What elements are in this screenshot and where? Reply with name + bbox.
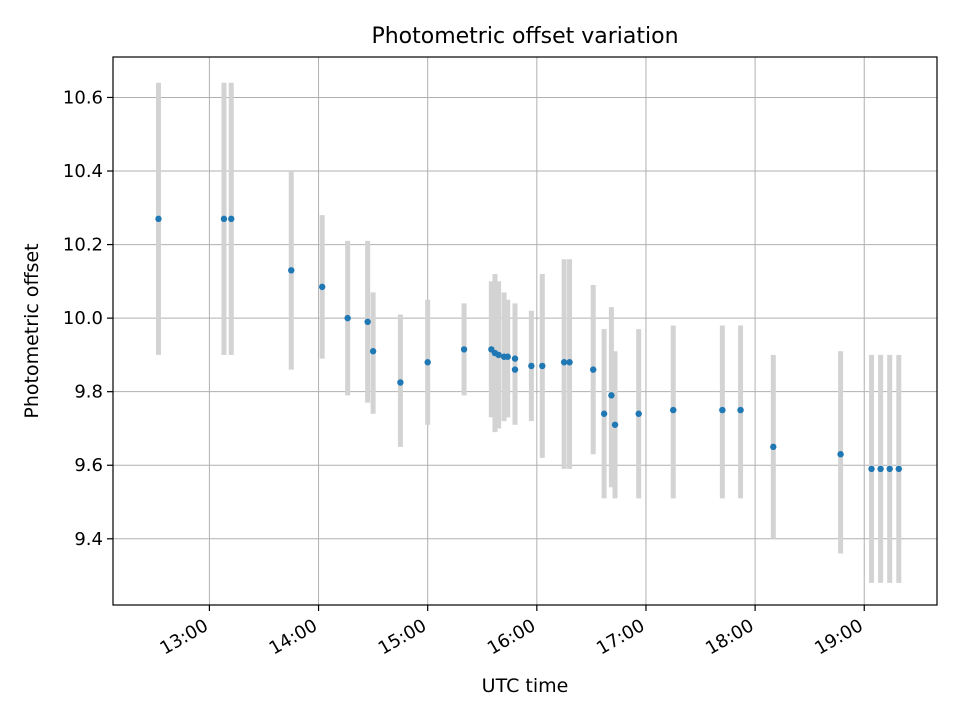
y-tick-label: 9.6: [74, 455, 103, 476]
data-point: [895, 465, 903, 473]
plot-area: [112, 56, 938, 606]
data-point: [877, 465, 884, 473]
data-point: [837, 451, 844, 458]
data-point: [608, 392, 615, 399]
data-point: [511, 366, 519, 373]
y-tick-label: 10.2: [63, 235, 103, 256]
data-point: [528, 362, 535, 370]
data-point: [868, 465, 875, 473]
y-tick-label: 10.6: [63, 87, 103, 108]
data-point: [369, 348, 377, 355]
data-point: [737, 406, 744, 414]
data-point: [397, 379, 404, 386]
data-point: [670, 406, 677, 414]
data-point: [504, 353, 511, 360]
y-axis-label: Photometric offset: [21, 243, 43, 418]
data-point: [318, 283, 326, 291]
axes-frame: [112, 56, 938, 606]
data-point: [424, 359, 431, 366]
data-point: [635, 410, 642, 417]
plot-background: [113, 57, 937, 605]
data-point: [228, 215, 235, 223]
data-point: [344, 314, 351, 322]
y-tick-label: 9.8: [74, 382, 103, 403]
data-point: [220, 215, 228, 223]
y-tick-label: 9.4: [74, 529, 103, 550]
data-point: [560, 359, 568, 366]
data-point: [611, 421, 619, 428]
data-point: [511, 355, 519, 362]
data-point: [886, 465, 893, 473]
chart-title: Photometric offset variation: [371, 24, 678, 49]
data-point: [600, 410, 608, 417]
data-point: [719, 406, 726, 414]
data-point: [539, 362, 546, 370]
data-point: [155, 215, 162, 223]
data-point: [590, 366, 597, 373]
y-tick-label: 10.4: [63, 161, 103, 182]
y-tick-label: 10.0: [63, 308, 103, 329]
data-points: [155, 215, 903, 473]
data-point: [770, 443, 777, 451]
data-point: [288, 267, 295, 274]
data-point: [364, 318, 371, 326]
data-point: [495, 351, 502, 359]
x-axis-label: UTC time: [482, 675, 569, 697]
y-axis: 9.4 9.6 9.8 10.0 10.2 10.4 10.6: [63, 87, 113, 550]
data-point: [460, 346, 468, 353]
data-point: [566, 359, 573, 366]
